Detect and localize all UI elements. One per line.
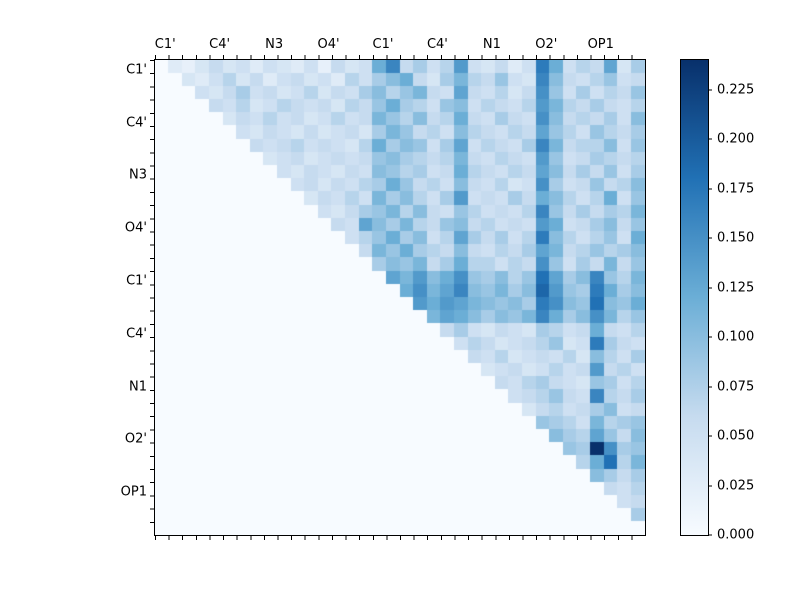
colorbar-tick: 0.050 — [708, 429, 754, 444]
x-axis-tick-labels: C1' C4' N3 O4' C1' C4' N1 O2' OP1 — [155, 37, 645, 55]
colorbar-tick-label: 0.075 — [717, 379, 755, 395]
y-axis-tick-labels: C1' C4' N3 O4' C1' C4' N1 O2' OP1 — [95, 60, 147, 535]
x-tick-label: N3 — [265, 37, 284, 52]
x-tick-label: O2' — [535, 37, 558, 52]
y-tick-label: C4' — [126, 115, 147, 131]
y-tick-label: O2' — [124, 431, 147, 447]
y-tick-label: O4' — [124, 220, 147, 236]
colorbar-tick: 0.225 — [708, 82, 754, 97]
y-tick-label: OP1 — [120, 484, 147, 500]
colorbar-tick-label: 0.050 — [717, 428, 755, 444]
colorbar-tick: 0.200 — [708, 132, 754, 147]
colorbar-tick: 0.150 — [708, 231, 754, 246]
colorbar-tick-label: 0.025 — [717, 478, 755, 494]
colorbar-tick: 0.025 — [708, 478, 754, 493]
y-tick-label: N1 — [129, 379, 147, 395]
colorbar-tick-label: 0.150 — [717, 230, 755, 246]
y-tick-label: C1' — [126, 273, 147, 289]
x-tick-label: OP1 — [587, 37, 614, 52]
heatmap-canvas — [155, 60, 645, 535]
y-tick-label: C4' — [126, 326, 147, 342]
x-axis-ticks-bottom — [155, 536, 645, 540]
colorbar-tick: 0.000 — [708, 528, 754, 543]
colorbar-tick-labels: 0.225 0.200 0.175 0.150 0.125 0.100 0.075 0.050… — [708, 60, 788, 543]
colorbar-tick-label: 0.175 — [717, 181, 755, 197]
x-tick-label: C4' — [209, 37, 231, 52]
y-tick-label: N3 — [129, 167, 147, 183]
x-axis-ticks-top — [155, 55, 645, 59]
colorbar-tick-label: 0.225 — [717, 82, 755, 98]
x-tick-label: O4' — [317, 37, 340, 52]
y-axis-ticks-left — [150, 60, 154, 535]
colorbar-tick-mark — [708, 237, 712, 239]
colorbar-tick-mark — [708, 534, 712, 536]
colorbar-tick: 0.125 — [708, 280, 754, 295]
x-tick-label: C4' — [426, 37, 448, 52]
heatmap-plot-area — [154, 59, 646, 536]
colorbar-tick-mark — [708, 89, 712, 91]
colorbar-tick: 0.100 — [708, 330, 754, 345]
colorbar-tick-mark — [708, 435, 712, 437]
x-tick-label: C1' — [372, 37, 394, 52]
colorbar-tick-mark — [708, 188, 712, 190]
x-tick-label: C1' — [154, 37, 176, 52]
colorbar-tick-label: 0.125 — [717, 280, 755, 296]
colorbar — [680, 59, 709, 536]
colorbar-tick-label: 0.000 — [717, 527, 755, 543]
colorbar-tick-mark — [708, 138, 712, 140]
y-tick-label: C1' — [126, 62, 147, 78]
colorbar-tick: 0.075 — [708, 379, 754, 394]
colorbar-tick-label: 0.200 — [717, 131, 755, 147]
colorbar-tick-mark — [708, 485, 712, 487]
colorbar-tick-mark — [708, 287, 712, 289]
colorbar-tick-mark — [708, 336, 712, 338]
colorbar-tick-label: 0.100 — [717, 329, 755, 345]
colorbar-tick: 0.175 — [708, 181, 754, 196]
x-tick-label: N1 — [482, 37, 501, 52]
colorbar-tick-mark — [708, 386, 712, 388]
